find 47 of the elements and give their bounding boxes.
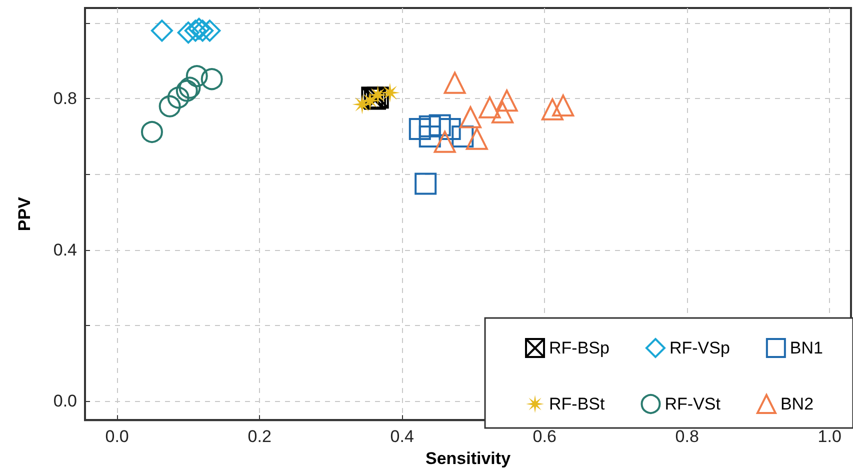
point (141, 121, 163, 143)
y-tick-label: 0.4 (53, 240, 77, 260)
point (496, 90, 518, 112)
point (414, 172, 437, 195)
point (167, 86, 190, 109)
point (438, 118, 461, 140)
point (158, 95, 181, 118)
legend-label: BN2 (780, 394, 814, 414)
point (492, 101, 514, 124)
point (360, 90, 380, 111)
point (418, 126, 441, 148)
y-tick-label: 0.8 (53, 89, 77, 108)
point (380, 82, 400, 103)
point (186, 65, 208, 88)
legend-label: RF-BSt (549, 394, 606, 414)
x-tick-label: 0.2 (248, 427, 272, 446)
point (418, 115, 441, 138)
point (459, 106, 482, 128)
point (150, 20, 173, 42)
point (184, 20, 206, 42)
point (466, 128, 488, 150)
point (177, 22, 200, 44)
x-tick-label: 0.8 (675, 427, 699, 446)
point (444, 72, 466, 94)
legend-label: RF-VSp (669, 338, 730, 358)
point (428, 114, 451, 136)
point (541, 98, 564, 120)
x-tick-label: 0.6 (532, 427, 556, 446)
x-axis-title: Sensitivity (425, 449, 512, 468)
point (188, 18, 210, 40)
point (452, 126, 474, 148)
point (368, 84, 388, 105)
legend-label: RF-BSp (549, 338, 610, 358)
point (192, 20, 214, 42)
y-axis-title: PPV (15, 196, 34, 232)
x-tick-label: 0.0 (105, 427, 129, 446)
x-tick-label: 0.4 (390, 427, 414, 446)
point (552, 94, 574, 117)
legend-label: RF-VSt (664, 394, 721, 414)
point (478, 96, 501, 118)
point (198, 20, 221, 42)
point (200, 68, 223, 90)
y-tick-label: 0.0 (53, 392, 77, 411)
point (434, 130, 456, 153)
point (408, 118, 431, 140)
legend-label: BN1 (790, 338, 824, 358)
x-tick-label: 1.0 (818, 427, 842, 446)
